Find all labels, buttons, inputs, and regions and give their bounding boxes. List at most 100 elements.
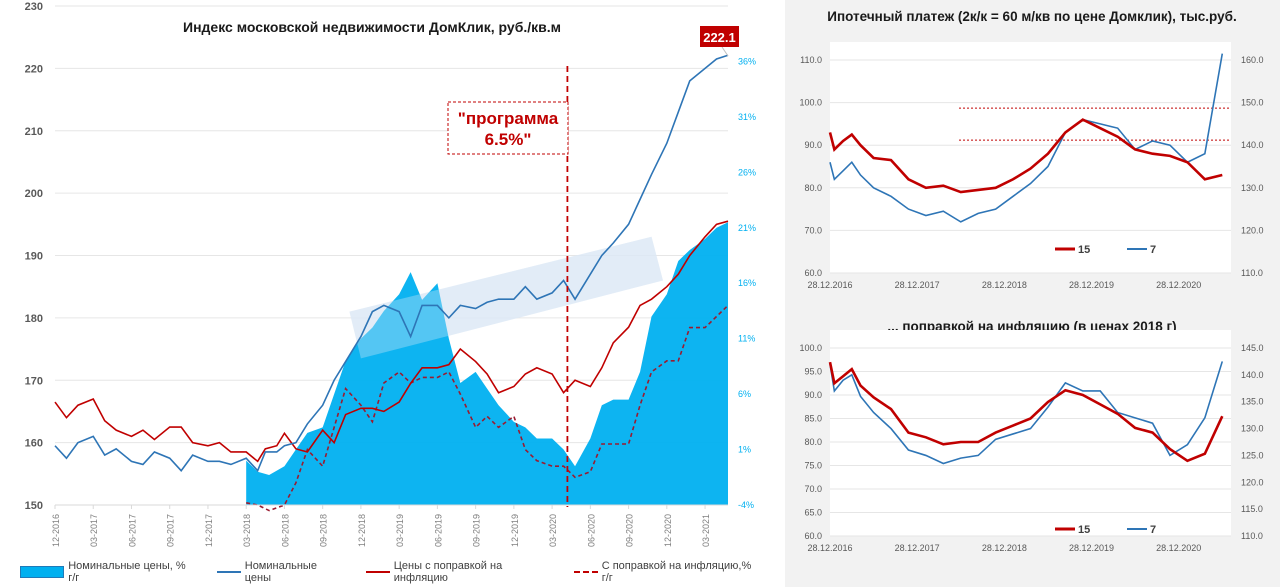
series-15-line (828, 118, 1223, 194)
y-tick-label: 70.0 (804, 225, 822, 235)
annotation-line-1: "программа (458, 109, 559, 128)
y2-tick-label: 26% (738, 167, 756, 177)
x-tick-label: 28.12.2018 (982, 543, 1027, 553)
x-tick-label: 28.12.2019 (1069, 543, 1114, 553)
y2-tick-label: 31% (738, 112, 756, 122)
legend-label: С поправкой на инфляцию,% г/г (601, 560, 752, 584)
y2-tick-label: 160.0 (1241, 55, 1264, 65)
x-tick-label: 28.12.2017 (895, 280, 940, 290)
y-tick-label: 110.0 (800, 55, 822, 65)
x-tick-label: 06-2019 (433, 514, 443, 547)
y2-tick-label: 110.0 (1241, 531, 1263, 541)
y-tick-label: 220 (25, 63, 43, 75)
legend-item-real-yoy: С поправкой на инфляцию,% г/г (573, 560, 752, 584)
x-tick-label: 12-2018 (357, 514, 367, 547)
y2-tick-label: 135.0 (1241, 397, 1264, 407)
series-15-line (828, 361, 1224, 463)
x-tick-label: 03-2017 (89, 514, 99, 547)
annotation-line-2: 6.5%" (485, 130, 532, 149)
dashed-swatch-icon (573, 571, 598, 573)
legend-item-nominal: Номинальные цены (216, 560, 338, 584)
x-tick-label: 09-2020 (625, 514, 635, 547)
legend-item-real: Цены с поправкой на инфляцию (365, 560, 546, 584)
y-tick-label: 150 (25, 500, 43, 512)
series-7-line (829, 53, 1224, 223)
mortgage-chart: Ипотечный платеж (2к/к = 60 м/кв по цене… (799, 9, 1264, 290)
x-tick-label: 12-2020 (663, 514, 673, 547)
y2-tick-label: 120.0 (1241, 477, 1264, 487)
x-tick-label: 06-2020 (586, 514, 596, 547)
line-swatch-icon (365, 571, 390, 573)
y2-tick-label: 125.0 (1241, 450, 1264, 460)
real-price-line (54, 220, 729, 463)
y-tick-label: 160 (25, 438, 43, 450)
y2-tick-label: 140.0 (1241, 370, 1264, 380)
x-tick-label: 28.12.2016 (807, 543, 852, 553)
legend-item-nominal-yoy: Номинальные цены, % г/г (20, 560, 189, 584)
x-tick-label: 03-2021 (701, 514, 711, 547)
y2-tick-label: 36% (738, 56, 756, 66)
x-tick-label: 28.12.2019 (1069, 280, 1114, 290)
main-chart-title: Индекс московской недвижимости ДомКлик, … (183, 19, 561, 35)
y-tick-label: 200 (25, 188, 43, 200)
y-tick-label: 85.0 (804, 414, 822, 424)
annotation-box (447, 101, 569, 155)
y2-tick-label: 1% (738, 445, 751, 455)
x-tick-label: 28.12.2017 (895, 543, 940, 553)
y2-tick-label: 6% (738, 389, 751, 399)
x-tick-label: 03-2020 (548, 514, 558, 547)
y2-tick-label: 140.0 (1241, 140, 1264, 150)
y-tick-label: 100.0 (799, 98, 822, 108)
x-tick-label: 09-2017 (166, 514, 176, 547)
y-tick-label: 230 (25, 1, 43, 13)
y-tick-label: 80.0 (804, 183, 822, 193)
legend-label-15: 15 (1078, 524, 1090, 536)
y2-tick-label: 21% (738, 223, 756, 233)
area-swatch-icon (20, 566, 65, 578)
x-tick-label: 06-2017 (127, 514, 137, 547)
legend-label-7: 7 (1150, 244, 1156, 256)
y-tick-label: 75.0 (804, 461, 822, 471)
series-7-line (829, 361, 1224, 465)
y2-tick-label: 130.0 (1241, 424, 1264, 434)
y2-tick-label: 145.0 (1241, 343, 1264, 353)
y-tick-label: 170 (25, 375, 43, 387)
y2-tick-label: 115.0 (1241, 504, 1263, 514)
y2-tick-label: 130.0 (1241, 183, 1264, 193)
x-tick-label: 28.12.2020 (1156, 280, 1201, 290)
y-tick-label: 60.0 (804, 268, 822, 278)
plot-area (830, 42, 1231, 273)
main-legend: Номинальные цены, % г/г Номинальные цены… (20, 560, 780, 584)
trend-band-overlay (349, 236, 663, 359)
x-tick-label: 03-2019 (395, 514, 405, 547)
legend-label-15: 15 (1078, 244, 1090, 256)
y2-tick-label: 11% (738, 334, 755, 344)
x-tick-label: 09-2019 (472, 514, 482, 547)
legend-label-7: 7 (1150, 524, 1156, 536)
legend-label: Номинальные цены (244, 560, 317, 584)
x-tick-label: 12-2016 (51, 514, 61, 547)
x-tick-label: 28.12.2020 (1156, 543, 1201, 553)
x-tick-label: 06-2018 (280, 514, 290, 547)
y-tick-label: 90.0 (804, 390, 822, 400)
y-tick-label: 210 (25, 126, 43, 138)
y2-tick-label: 120.0 (1241, 225, 1264, 235)
x-tick-label: 28.12.2016 (807, 280, 852, 290)
callout-box (700, 26, 739, 47)
legend-label: Номинальные цены, % г/г (68, 560, 186, 584)
callout-value: 222.1 (703, 30, 736, 45)
main-chart-panel: 150 160 170 180 190 200 210 220 230 -4% 1% 6% 11% 16%… (20, 1, 780, 584)
main-chart: 150 160 170 180 190 200 210 220 230 -4% 1% 6% 11% 16%… (25, 1, 756, 547)
plot-area (830, 330, 1231, 536)
x-tick-label: 09-2018 (319, 514, 329, 547)
y-tick-label: 60.0 (804, 531, 822, 541)
y2-tick-label: 16% (738, 278, 756, 288)
y-tick-label: 95.0 (804, 367, 822, 377)
y2-tick-label: 150.0 (1241, 98, 1264, 108)
x-tick-label: 03-2018 (242, 514, 252, 547)
y-tick-label: 80.0 (804, 437, 822, 447)
chart-title: Ипотечный платеж (2к/к = 60 м/кв по цене… (827, 9, 1236, 24)
x-tick-label: 12-2017 (204, 514, 214, 547)
y2-tick-label: 110.0 (1241, 268, 1263, 278)
y-tick-label: 190 (25, 251, 43, 263)
